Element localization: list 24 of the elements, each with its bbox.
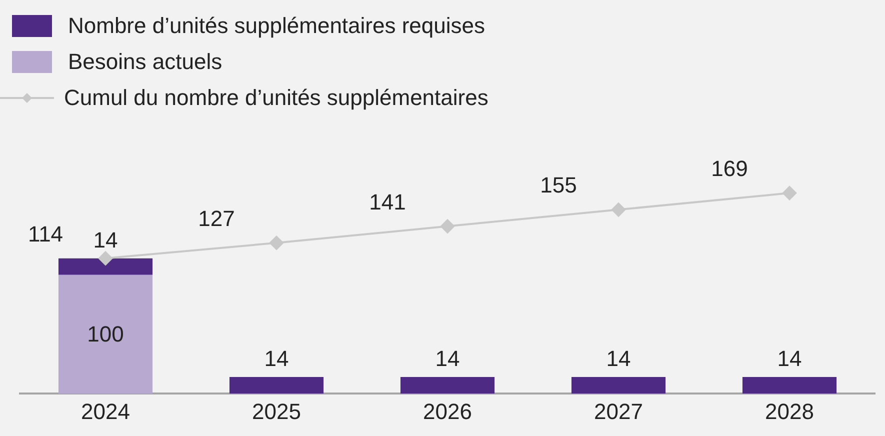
data-label: 169 <box>711 156 748 182</box>
point <box>440 219 454 234</box>
data-label: 14 <box>264 346 289 372</box>
data-label: 114 <box>28 221 64 246</box>
data-label: 155 <box>540 172 577 198</box>
legend-label: Besoins actuels <box>68 49 222 75</box>
point <box>98 251 112 266</box>
x-tick-label: 2025 <box>252 398 301 424</box>
data-label: 14 <box>93 227 118 252</box>
data-label: 100 <box>87 321 124 346</box>
x-tick-label: 2028 <box>765 398 814 424</box>
legend-label: Cumul du nombre d’unités supplémentaires <box>64 85 488 111</box>
data-label: 14 <box>606 346 631 372</box>
point <box>270 236 284 250</box>
x-tick-label: 2024 <box>81 398 130 424</box>
data-label: 141 <box>369 189 406 214</box>
point <box>782 186 796 200</box>
data-label: 14 <box>435 346 460 372</box>
x-tick-label: 2026 <box>423 398 472 424</box>
legend-label: Nombre d’unités supplémentaires requises <box>68 13 485 39</box>
x-tick-label: 2027 <box>594 398 643 424</box>
data-label: 14 <box>777 346 802 372</box>
data-label: 127 <box>198 206 235 231</box>
point <box>612 202 626 217</box>
